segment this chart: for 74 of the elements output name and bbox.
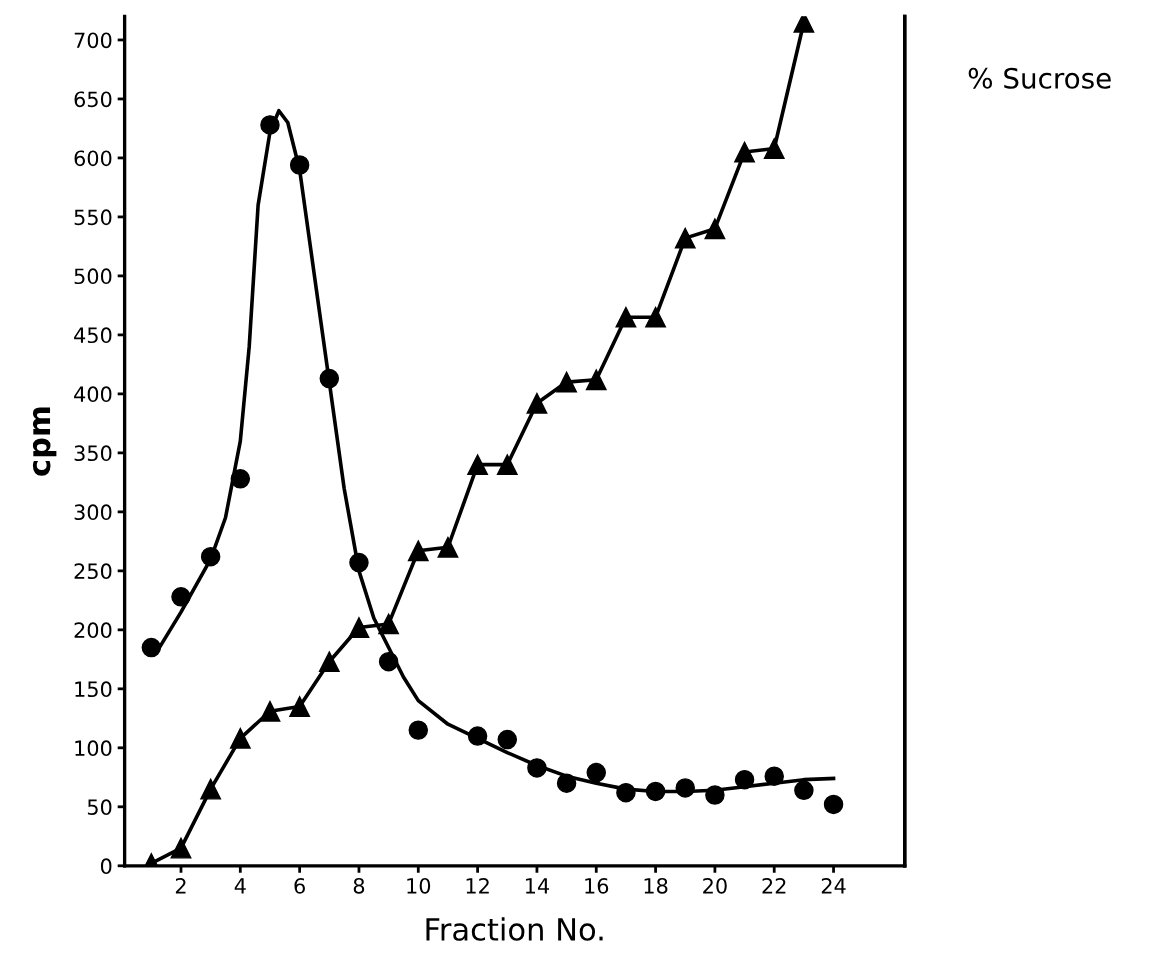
x-axis-title: Fraction No. bbox=[426, 917, 603, 941]
y-tick-label: 650 bbox=[74, 91, 112, 108]
x-tick-label: 16 bbox=[585, 877, 609, 894]
x-tick-label: 18 bbox=[644, 877, 668, 894]
x-tick-label: 22 bbox=[762, 877, 786, 894]
point bbox=[556, 773, 577, 793]
point bbox=[496, 454, 518, 476]
x-tick-label: 24 bbox=[821, 877, 846, 894]
y-tick-label: 300 bbox=[74, 504, 112, 521]
y-tick-label: 50 bbox=[87, 799, 112, 816]
point bbox=[349, 552, 369, 573]
point bbox=[467, 726, 488, 746]
y-tick-label: 250 bbox=[74, 563, 112, 580]
x-tick-label: 2 bbox=[175, 877, 186, 894]
point bbox=[378, 651, 399, 672]
point bbox=[794, 780, 814, 801]
point bbox=[734, 141, 755, 163]
x-tick-label: 12 bbox=[466, 877, 489, 894]
y2-axis-title: % Sucrose bbox=[968, 67, 1111, 89]
point bbox=[823, 794, 844, 815]
point bbox=[704, 218, 726, 240]
point bbox=[348, 617, 370, 638]
point bbox=[586, 762, 607, 783]
point bbox=[408, 720, 429, 740]
point bbox=[616, 782, 636, 803]
point bbox=[467, 454, 489, 476]
point bbox=[763, 138, 785, 159]
point bbox=[407, 540, 429, 562]
point bbox=[289, 155, 310, 175]
y-tick-label: 700 bbox=[74, 32, 112, 49]
point bbox=[171, 587, 191, 607]
y-tick-label: 600 bbox=[74, 150, 112, 167]
point bbox=[260, 115, 280, 135]
y-tick-label: 200 bbox=[74, 622, 112, 639]
x-tick-label: 4 bbox=[234, 878, 246, 894]
point bbox=[319, 368, 340, 389]
point bbox=[615, 306, 637, 328]
point bbox=[764, 766, 784, 786]
point bbox=[200, 546, 221, 567]
point bbox=[527, 758, 547, 778]
x-tick-label: 10 bbox=[407, 877, 431, 894]
point bbox=[259, 700, 281, 722]
point bbox=[734, 769, 755, 790]
y-tick-label: 100 bbox=[75, 740, 112, 757]
point bbox=[230, 469, 251, 489]
x-tick-label: 8 bbox=[353, 877, 365, 894]
point bbox=[645, 306, 666, 328]
point bbox=[437, 536, 459, 558]
point bbox=[200, 778, 222, 800]
y-tick-label: 400 bbox=[74, 386, 112, 403]
point bbox=[526, 392, 548, 414]
point bbox=[674, 227, 696, 249]
point bbox=[556, 371, 578, 393]
point bbox=[170, 837, 192, 859]
y-tick-label: 350 bbox=[74, 445, 112, 462]
y-tick-label: 450 bbox=[74, 327, 112, 344]
y-tick-label: 150 bbox=[75, 681, 112, 698]
x-tick-label: 14 bbox=[525, 878, 550, 894]
y-tick-label: 550 bbox=[74, 209, 112, 226]
point bbox=[229, 727, 251, 749]
y-tick-label: 0 bbox=[100, 858, 112, 875]
point bbox=[318, 651, 340, 673]
point bbox=[705, 785, 725, 805]
point bbox=[497, 729, 518, 750]
point bbox=[141, 637, 162, 658]
y-axis-title: cpm bbox=[32, 407, 57, 476]
x-tick-label: 6 bbox=[294, 877, 305, 894]
point bbox=[378, 613, 400, 635]
point bbox=[289, 696, 311, 717]
point bbox=[645, 781, 666, 802]
y-tick-label: 500 bbox=[74, 268, 112, 285]
point bbox=[675, 778, 695, 798]
point bbox=[585, 369, 607, 391]
x-tick-label: 20 bbox=[703, 877, 727, 894]
